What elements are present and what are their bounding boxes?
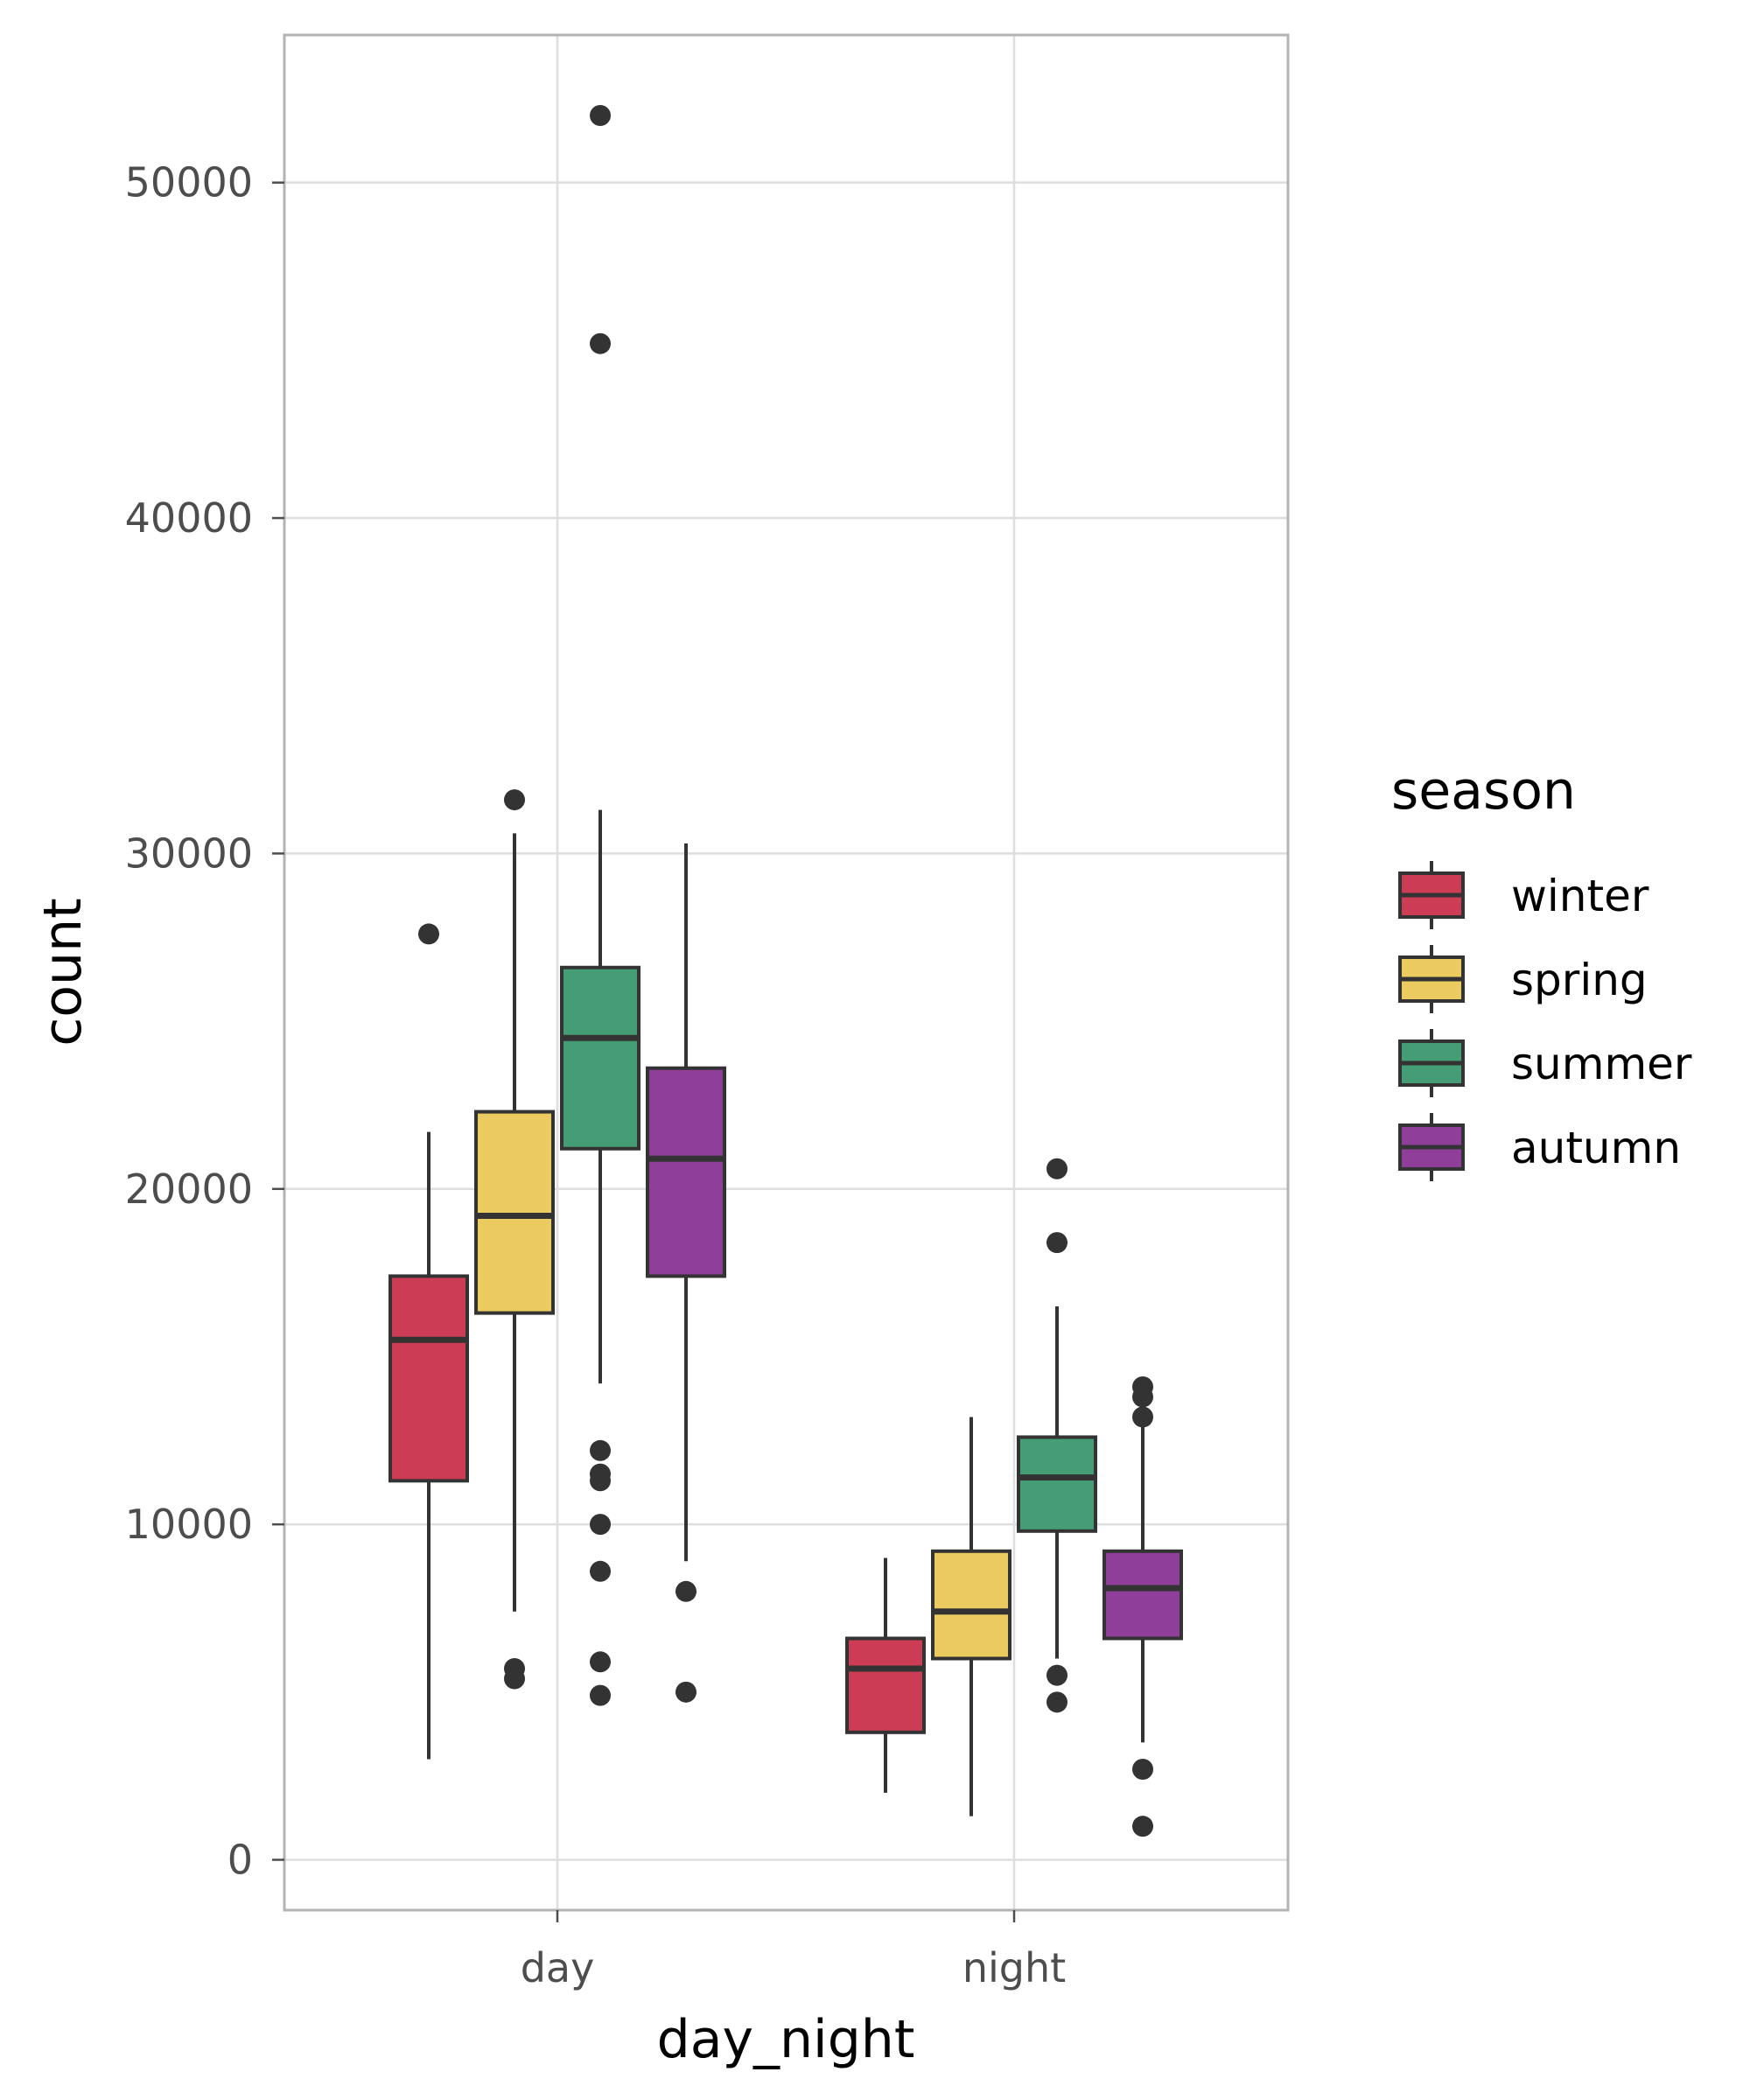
outlier-point: [1046, 1664, 1068, 1686]
legend: season winter spring summer autumn: [1391, 760, 1692, 1181]
box-winter-night: [845, 1558, 926, 1793]
outlier-point: [1046, 1158, 1068, 1180]
outlier-point: [590, 332, 611, 354]
box-iqr: [931, 1549, 1012, 1661]
x-axis: day night: [521, 1910, 1066, 1992]
legend-item-summer: summer: [1398, 1029, 1692, 1097]
legend-label: spring: [1511, 955, 1648, 1005]
legend-item-autumn: autumn: [1398, 1113, 1681, 1181]
grid-lines: [284, 35, 1288, 1910]
box-summer-night: [1017, 1158, 1097, 1713]
outlier-point: [676, 1681, 696, 1703]
box-iqr: [474, 1110, 555, 1315]
y-tick-label: 10000: [125, 1501, 253, 1548]
box-iqr: [845, 1636, 926, 1734]
legend-item-winter: winter: [1398, 861, 1649, 929]
box-series: [388, 105, 1183, 1838]
outlier-point: [590, 1439, 611, 1461]
box-autumn-night: [1102, 1376, 1183, 1838]
box-iqr: [646, 1066, 726, 1278]
box-iqr: [1017, 1435, 1097, 1533]
y-tick-label: 50000: [125, 159, 253, 206]
outlier-point: [1132, 1758, 1153, 1780]
x-tick-label: day: [521, 1944, 595, 1992]
outlier-point: [1132, 1406, 1153, 1428]
outlier-point: [504, 789, 525, 811]
outlier-point: [590, 1514, 611, 1536]
outlier-point: [1046, 1691, 1068, 1713]
box-summer-day: [560, 105, 640, 1706]
y-tick-label: 20000: [125, 1166, 253, 1213]
x-axis-title: day_night: [657, 2009, 915, 2070]
outlier-point: [676, 1580, 696, 1602]
outlier-point: [590, 105, 611, 127]
box-iqr: [388, 1274, 469, 1483]
outlier-point: [590, 1651, 611, 1673]
outlier-point: [1046, 1232, 1068, 1254]
outlier-point: [590, 1560, 611, 1582]
y-tick-label: 30000: [125, 830, 253, 877]
outlier-point: [418, 923, 439, 945]
box-iqr: [560, 965, 640, 1151]
box-winter-day: [388, 923, 469, 1760]
outlier-point: [1132, 1816, 1153, 1838]
legend-label: summer: [1511, 1039, 1692, 1089]
y-axis: 0 10000 20000 30000 40000 50000: [125, 159, 284, 1883]
legend-item-spring: spring: [1398, 945, 1648, 1013]
plot-panel-border: [283, 33, 1290, 1912]
box-autumn-day: [646, 843, 726, 1703]
outlier-point: [590, 1470, 611, 1492]
legend-title: season: [1391, 760, 1576, 822]
y-tick-label: 40000: [125, 494, 253, 542]
box-spring-night: [931, 1417, 1012, 1816]
outlier-point: [504, 1668, 525, 1690]
y-tick-label: 0: [228, 1836, 253, 1883]
x-tick-label: night: [962, 1944, 1066, 1992]
y-axis-title: count: [32, 898, 94, 1046]
legend-label: autumn: [1511, 1123, 1681, 1173]
outlier-point: [590, 1684, 611, 1706]
box-iqr: [1102, 1549, 1183, 1641]
outlier-point: [1132, 1386, 1153, 1408]
legend-label: winter: [1511, 871, 1649, 921]
box-spring-day: [474, 789, 555, 1690]
